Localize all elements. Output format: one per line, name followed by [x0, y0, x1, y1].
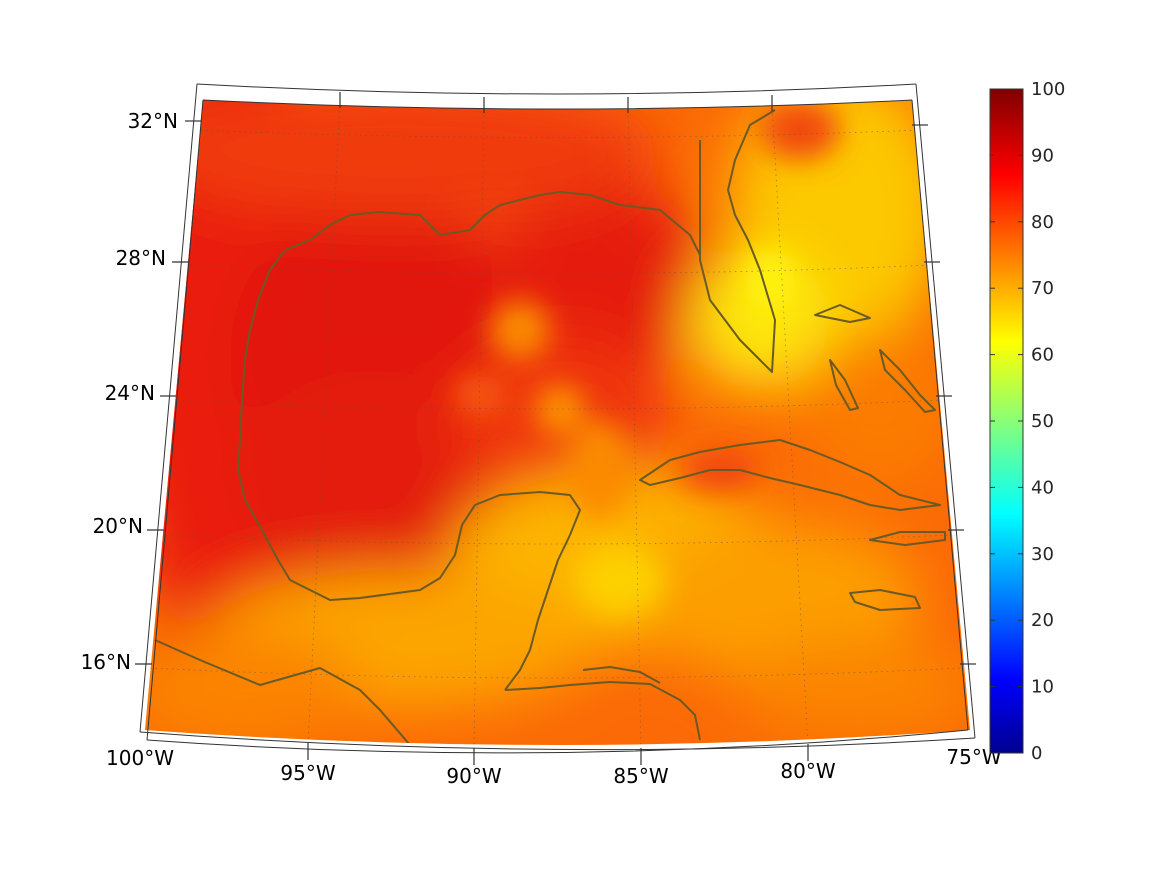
colorbar-label: 100 — [1031, 79, 1065, 100]
lat-label-28: 28°N — [116, 246, 166, 270]
field-details — [455, 100, 840, 615]
lat-label-20: 20°N — [93, 514, 143, 538]
colorbar-label: 0 — [1031, 743, 1042, 764]
lat-label-16: 16°N — [81, 650, 131, 674]
colorbar-label: 30 — [1031, 544, 1054, 565]
data-field — [145, 100, 970, 745]
lon-label-90: 90°W — [446, 764, 501, 788]
frame-ticks — [135, 92, 976, 765]
map-frame — [139, 83, 976, 754]
colorbar-ticks — [990, 88, 1023, 754]
colorbar-label: 40 — [1031, 477, 1054, 498]
colorbar-label: 80 — [1031, 212, 1054, 233]
lon-label-100: 100°W — [106, 746, 174, 770]
colorbar-label: 60 — [1031, 345, 1054, 366]
colorbar-label: 50 — [1031, 411, 1054, 432]
colorbar-label: 70 — [1031, 278, 1054, 299]
lon-label-85: 85°W — [613, 764, 668, 788]
lon-label-95: 95°W — [280, 761, 335, 785]
lat-label-32: 32°N — [128, 109, 178, 133]
colorbar-gradient — [989, 88, 1024, 754]
colorbar-label: 90 — [1031, 145, 1054, 166]
colorbar-label: 20 — [1031, 610, 1054, 631]
graticule — [149, 100, 963, 745]
lat-label-24: 24°N — [105, 381, 155, 405]
lon-label-80: 80°W — [780, 759, 835, 783]
coastlines — [154, 109, 946, 745]
colorbar-label: 10 — [1031, 677, 1054, 698]
